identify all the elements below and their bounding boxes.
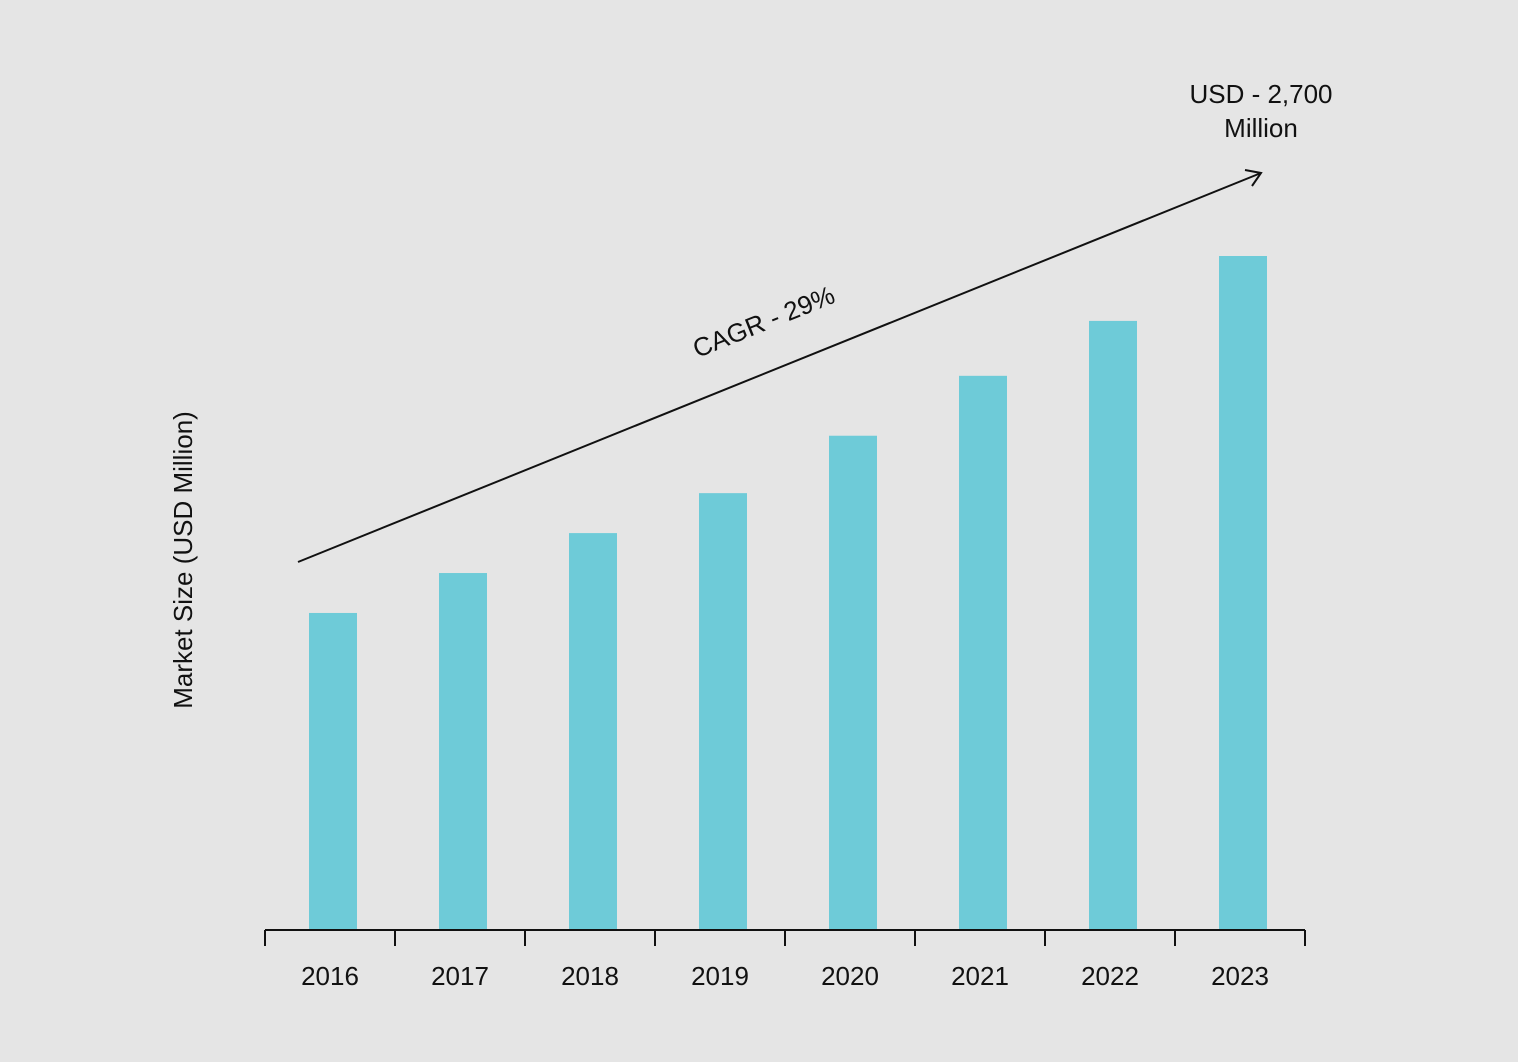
- bars: [309, 256, 1267, 931]
- x-axis-tick-labels: 2016 2017 2018 2019 2020 2021 2022 2023: [301, 961, 1269, 991]
- bar-2023: [1219, 256, 1267, 930]
- x-tick-label-2022: 2022: [1081, 961, 1139, 991]
- x-axis-ticks: [264, 930, 1306, 946]
- bar-2017: [439, 573, 487, 930]
- end-value-label-line1: USD - 2,700: [1189, 79, 1332, 109]
- x-tick-label-2017: 2017: [431, 961, 489, 991]
- x-tick-label-2018: 2018: [561, 961, 619, 991]
- bar-2022: [1089, 320, 1137, 931]
- x-tick-label-2016: 2016: [301, 961, 359, 991]
- bar-2019: [699, 493, 747, 930]
- bar-2016: [309, 612, 357, 930]
- cagr-arrow: [297, 169, 1263, 563]
- bar-2018: [569, 533, 617, 930]
- x-tick-label-2021: 2021: [951, 961, 1009, 991]
- end-value-label-line2: Million: [1224, 113, 1298, 143]
- x-tick-label-2019: 2019: [691, 961, 749, 991]
- x-tick-label-2023: 2023: [1211, 961, 1269, 991]
- y-axis-label: Market Size (USD Million): [168, 411, 198, 709]
- x-tick-label-2020: 2020: [821, 961, 879, 991]
- bar-2020: [829, 435, 877, 930]
- bar-2021: [959, 375, 1007, 930]
